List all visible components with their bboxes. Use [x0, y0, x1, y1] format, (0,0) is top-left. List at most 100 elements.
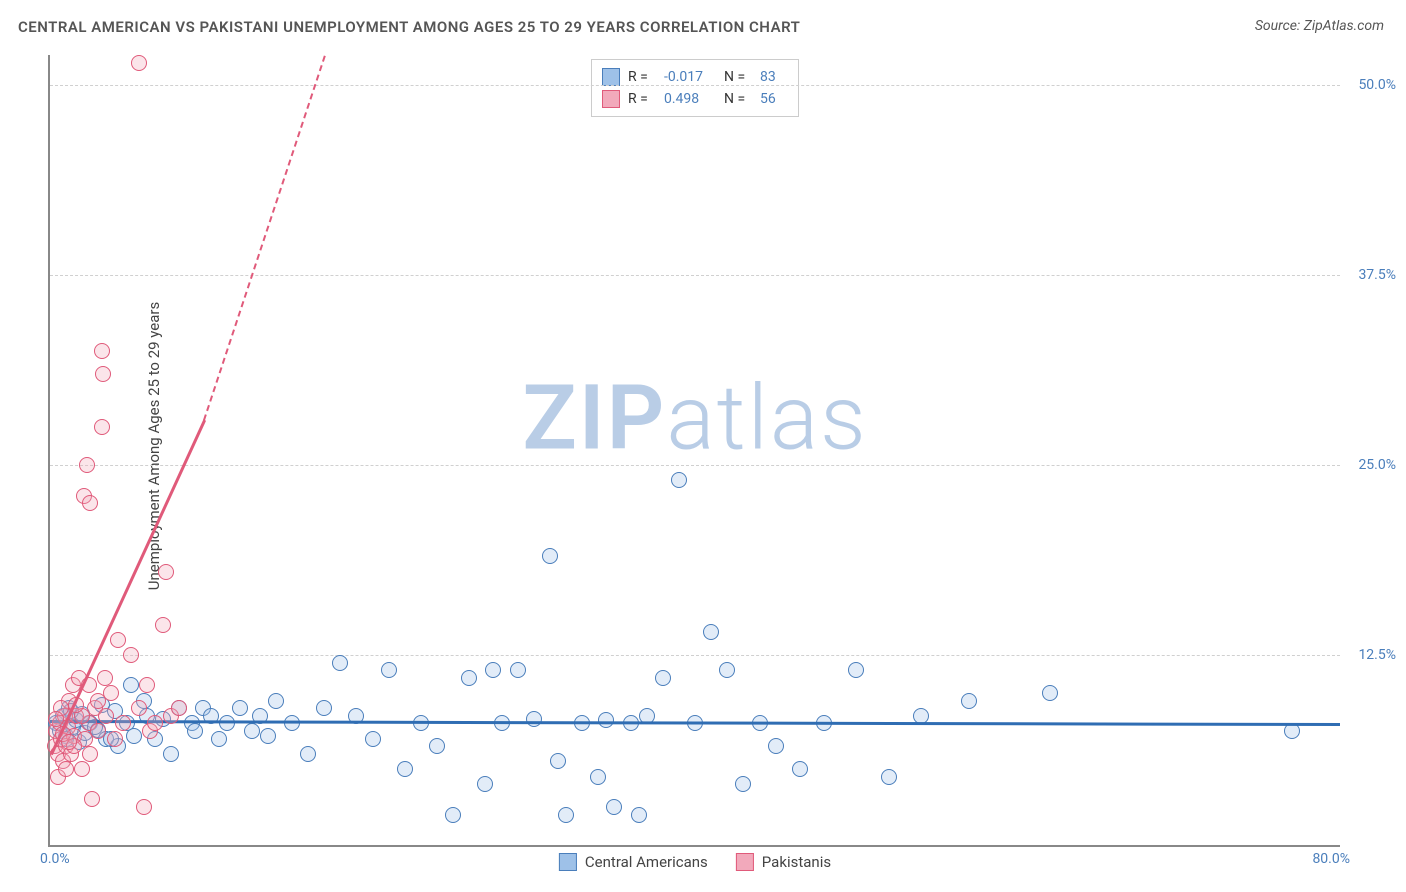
point-central-american [300, 746, 316, 762]
y-tick-label: 50.0% [1344, 77, 1396, 93]
legend-swatch-series-0 [559, 853, 577, 871]
gridline [50, 85, 1340, 86]
point-central-american [477, 776, 493, 792]
point-central-american [445, 807, 461, 823]
point-pakistani [139, 677, 155, 693]
point-central-american [719, 662, 735, 678]
point-pakistani [82, 746, 98, 762]
point-central-american [881, 769, 897, 785]
point-central-american [461, 670, 477, 686]
point-pakistani [95, 366, 111, 382]
point-central-american [219, 715, 235, 731]
point-central-american [558, 807, 574, 823]
legend-swatch-series-0 [602, 68, 620, 86]
x-tick-max: 80.0% [1312, 851, 1350, 867]
legend-item-series-1: Pakistanis [736, 853, 831, 871]
n-value-series-1: 56 [760, 91, 788, 107]
point-pakistani [158, 564, 174, 580]
scatter-plot-area: ZIPatlas R = -0.017 N = 83 R = 0.498 N =… [48, 55, 1340, 847]
n-value-series-0: 83 [760, 69, 788, 85]
r-value-series-1: 0.498 [664, 91, 716, 107]
point-central-american [485, 662, 501, 678]
point-pakistani [90, 723, 106, 739]
point-pakistani [74, 761, 90, 777]
point-central-american [606, 799, 622, 815]
point-central-american [631, 807, 647, 823]
gridline [50, 465, 1340, 466]
legend-label-series-0: Central Americans [585, 853, 708, 871]
n-label: N = [724, 91, 752, 107]
point-pakistani [58, 761, 74, 777]
point-central-american [703, 624, 719, 640]
point-central-american [232, 700, 248, 716]
point-pakistani [110, 632, 126, 648]
r-value-series-0: -0.017 [664, 69, 716, 85]
watermark: ZIPatlas [522, 366, 867, 471]
point-central-american [792, 761, 808, 777]
point-pakistani [48, 711, 64, 727]
legend-label-series-1: Pakistanis [762, 853, 831, 871]
correlation-legend: R = -0.017 N = 83 R = 0.498 N = 56 [591, 59, 799, 117]
n-label: N = [724, 69, 752, 85]
r-label: R = [628, 91, 656, 107]
point-central-american [961, 693, 977, 709]
point-central-american [365, 731, 381, 747]
trend-pakistani-extrapolated [203, 55, 326, 420]
point-central-american [655, 670, 671, 686]
legend-item-series-0: Central Americans [559, 853, 708, 871]
point-central-american [332, 655, 348, 671]
source-attribution: Source: ZipAtlas.com [1255, 18, 1384, 34]
point-central-american [735, 776, 751, 792]
point-central-american [526, 711, 542, 727]
y-tick-label: 12.5% [1344, 647, 1396, 663]
point-pakistani [107, 731, 123, 747]
watermark-atlas: atlas [666, 366, 867, 471]
point-central-american [510, 662, 526, 678]
legend-swatch-series-1 [602, 90, 620, 108]
r-label: R = [628, 69, 656, 85]
point-central-american [123, 677, 139, 693]
point-central-american [187, 723, 203, 739]
gridline [50, 275, 1340, 276]
series-legend: Central Americans Pakistanis [559, 853, 831, 871]
point-pakistani [98, 708, 114, 724]
point-central-american [381, 662, 397, 678]
y-tick-label: 37.5% [1344, 267, 1396, 283]
point-pakistani [131, 55, 147, 71]
point-pakistani [115, 715, 131, 731]
chart-title: CENTRAL AMERICAN VS PAKISTANI UNEMPLOYME… [18, 18, 800, 36]
legend-row-series-1: R = 0.498 N = 56 [602, 88, 788, 110]
x-tick-min: 0.0% [40, 851, 70, 867]
point-pakistani [79, 457, 95, 473]
point-central-american [1042, 685, 1058, 701]
point-central-american [244, 723, 260, 739]
point-central-american [211, 731, 227, 747]
point-central-american [163, 746, 179, 762]
point-pakistani [123, 647, 139, 663]
point-pakistani [84, 791, 100, 807]
gridline [50, 655, 1340, 656]
point-central-american [316, 700, 332, 716]
point-pakistani [82, 495, 98, 511]
point-central-american [397, 761, 413, 777]
point-central-american [542, 548, 558, 564]
point-central-american [590, 769, 606, 785]
point-pakistani [171, 700, 187, 716]
point-pakistani [61, 734, 77, 750]
point-central-american [671, 472, 687, 488]
point-central-american [268, 693, 284, 709]
point-pakistani [90, 693, 106, 709]
point-pakistani [147, 715, 163, 731]
point-pakistani [97, 670, 113, 686]
point-central-american [260, 728, 276, 744]
point-pakistani [94, 343, 110, 359]
point-central-american [126, 728, 142, 744]
point-central-american [848, 662, 864, 678]
point-pakistani [136, 799, 152, 815]
point-pakistani [94, 419, 110, 435]
point-pakistani [155, 617, 171, 633]
point-central-american [550, 753, 566, 769]
legend-swatch-series-1 [736, 853, 754, 871]
point-central-american [429, 738, 445, 754]
y-tick-label: 25.0% [1344, 457, 1396, 473]
